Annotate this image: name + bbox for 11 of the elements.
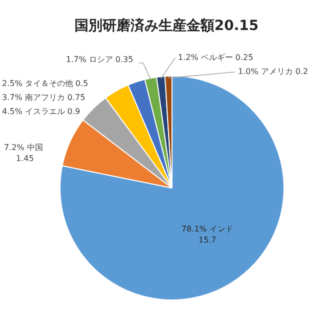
text: 1.0% アメリカ 0.2: [238, 67, 308, 76]
text: 15.7: [198, 235, 216, 244]
text: 1.45: [16, 154, 34, 163]
text: 2.5% タイ＆その他 0.5: [2, 79, 88, 88]
text: 3.7% 南アフリカ 0.75: [2, 93, 86, 102]
slice-label: 7.2% 中国: [4, 143, 43, 152]
slice-label: 78.1% インド: [181, 224, 234, 234]
text: 4.5% イスラエル 0.9: [2, 107, 80, 116]
chart-title: 国別研磨済み生産金額20.15: [74, 17, 259, 34]
text: 1.7% ロシア 0.35: [66, 55, 134, 64]
text: 1.2% ベルギー 0.25: [178, 53, 254, 62]
